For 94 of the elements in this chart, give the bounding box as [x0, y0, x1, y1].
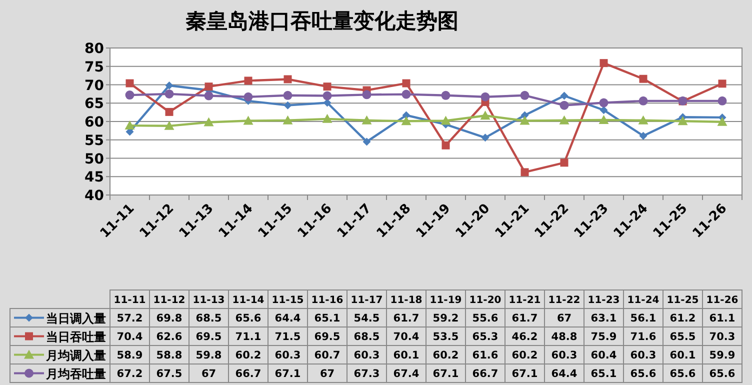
data-label: 70.4 — [116, 331, 143, 343]
data-label: 70.4 — [393, 331, 420, 343]
category-label: 11-14 — [232, 295, 264, 306]
data-label: 60.7 — [314, 350, 340, 362]
data-label: 70.3 — [709, 331, 736, 343]
data-label: 56.1 — [630, 312, 656, 324]
category-label: 11-22 — [548, 295, 580, 306]
data-label: 67 — [556, 312, 572, 324]
data-label: 69.5 — [196, 331, 222, 343]
category-label: 11-18 — [390, 295, 422, 306]
data-label: 61.7 — [393, 312, 420, 324]
data-label: 66.7 — [235, 368, 262, 380]
data-label: 68.5 — [354, 331, 380, 343]
data-label: 61.6 — [472, 350, 498, 362]
chart-title: 秦皇岛港口吞吐量变化走势图 — [186, 9, 458, 33]
legend-label: 月均调入量 — [45, 348, 106, 362]
data-label: 61.1 — [709, 312, 736, 324]
y-tick-label: 60 — [84, 114, 104, 130]
category-label: 11-13 — [192, 295, 225, 306]
y-tick-label: 55 — [84, 132, 104, 149]
data-label: 59.9 — [709, 350, 736, 362]
data-label: 67.3 — [354, 368, 380, 380]
data-label: 59.8 — [196, 350, 222, 362]
category-label: 11-11 — [114, 295, 146, 306]
data-label: 58.9 — [116, 350, 143, 362]
data-label: 65.6 — [709, 368, 736, 380]
data-label: 65.3 — [472, 331, 498, 343]
y-tick-label: 50 — [84, 151, 104, 168]
data-label: 61.2 — [670, 312, 696, 324]
category-label: 11-20 — [469, 295, 502, 306]
data-label: 60.2 — [235, 350, 262, 362]
data-label: 63.1 — [590, 312, 617, 324]
data-label: 60.3 — [551, 350, 578, 362]
category-label: 11-15 — [272, 295, 304, 306]
data-label: 66.7 — [472, 368, 498, 380]
legend-label: 月均吞吐量 — [45, 367, 106, 381]
data-label: 67 — [201, 368, 216, 380]
data-label: 67.1 — [512, 368, 538, 380]
data-label: 69.5 — [314, 331, 340, 343]
data-label: 71.1 — [235, 331, 262, 343]
data-label: 75.9 — [590, 331, 617, 343]
data-label: 60.2 — [512, 350, 538, 362]
category-label: 11-17 — [350, 295, 383, 306]
data-label: 58.8 — [156, 350, 182, 362]
y-tick-label: 40 — [84, 188, 104, 204]
data-label: 60.3 — [354, 350, 380, 362]
data-label: 65.1 — [314, 312, 340, 324]
data-label: 64.4 — [274, 312, 301, 324]
y-tick-label: 65 — [84, 96, 104, 112]
data-label: 65.6 — [670, 368, 696, 380]
y-tick-label: 45 — [84, 170, 104, 186]
data-label: 60.3 — [274, 350, 301, 362]
data-label: 60.2 — [432, 350, 459, 362]
y-tick-label: 80 — [84, 41, 104, 57]
y-tick-label: 75 — [84, 59, 104, 76]
legend-label: 当日吞吐量 — [46, 330, 106, 344]
legend-label: 当日调入量 — [46, 312, 106, 326]
data-label: 46.2 — [512, 331, 538, 343]
data-label: 67.4 — [393, 368, 420, 380]
data-label: 61.7 — [512, 312, 538, 324]
data-label: 67.5 — [156, 368, 182, 380]
data-label: 65.5 — [670, 331, 696, 343]
data-label: 62.6 — [156, 331, 182, 343]
data-label: 53.5 — [432, 331, 459, 343]
data-label: 57.2 — [116, 312, 143, 324]
data-label: 55.6 — [472, 312, 498, 324]
data-label: 60.3 — [630, 350, 656, 362]
category-label: 11-12 — [153, 295, 186, 306]
data-label: 69.8 — [156, 312, 182, 324]
category-label: 11-26 — [706, 295, 738, 306]
category-label: 11-24 — [627, 295, 660, 306]
category-label: 11-19 — [430, 295, 462, 306]
data-label: 60.1 — [670, 350, 696, 362]
data-label: 59.2 — [432, 312, 459, 324]
data-label: 65.1 — [590, 368, 617, 380]
data-label: 64.4 — [551, 368, 578, 380]
data-label: 60.1 — [393, 350, 420, 362]
y-tick-label: 70 — [84, 78, 104, 94]
data-label: 54.5 — [354, 312, 380, 324]
data-label: 71.6 — [630, 331, 656, 343]
category-label: 11-21 — [508, 295, 541, 306]
data-label: 65.6 — [235, 312, 262, 324]
data-label: 71.5 — [274, 331, 301, 343]
data-label: 67.1 — [432, 368, 459, 380]
data-label: 67.2 — [116, 368, 143, 380]
data-label: 65.6 — [630, 368, 656, 380]
category-label: 11-25 — [666, 295, 699, 306]
data-label: 68.5 — [196, 312, 222, 324]
category-label: 11-23 — [588, 295, 620, 306]
data-label: 67.1 — [274, 368, 301, 380]
category-label: 11-16 — [311, 295, 344, 306]
data-label: 60.4 — [590, 350, 617, 362]
data-label: 67 — [320, 368, 335, 380]
data-label: 48.8 — [551, 331, 578, 343]
